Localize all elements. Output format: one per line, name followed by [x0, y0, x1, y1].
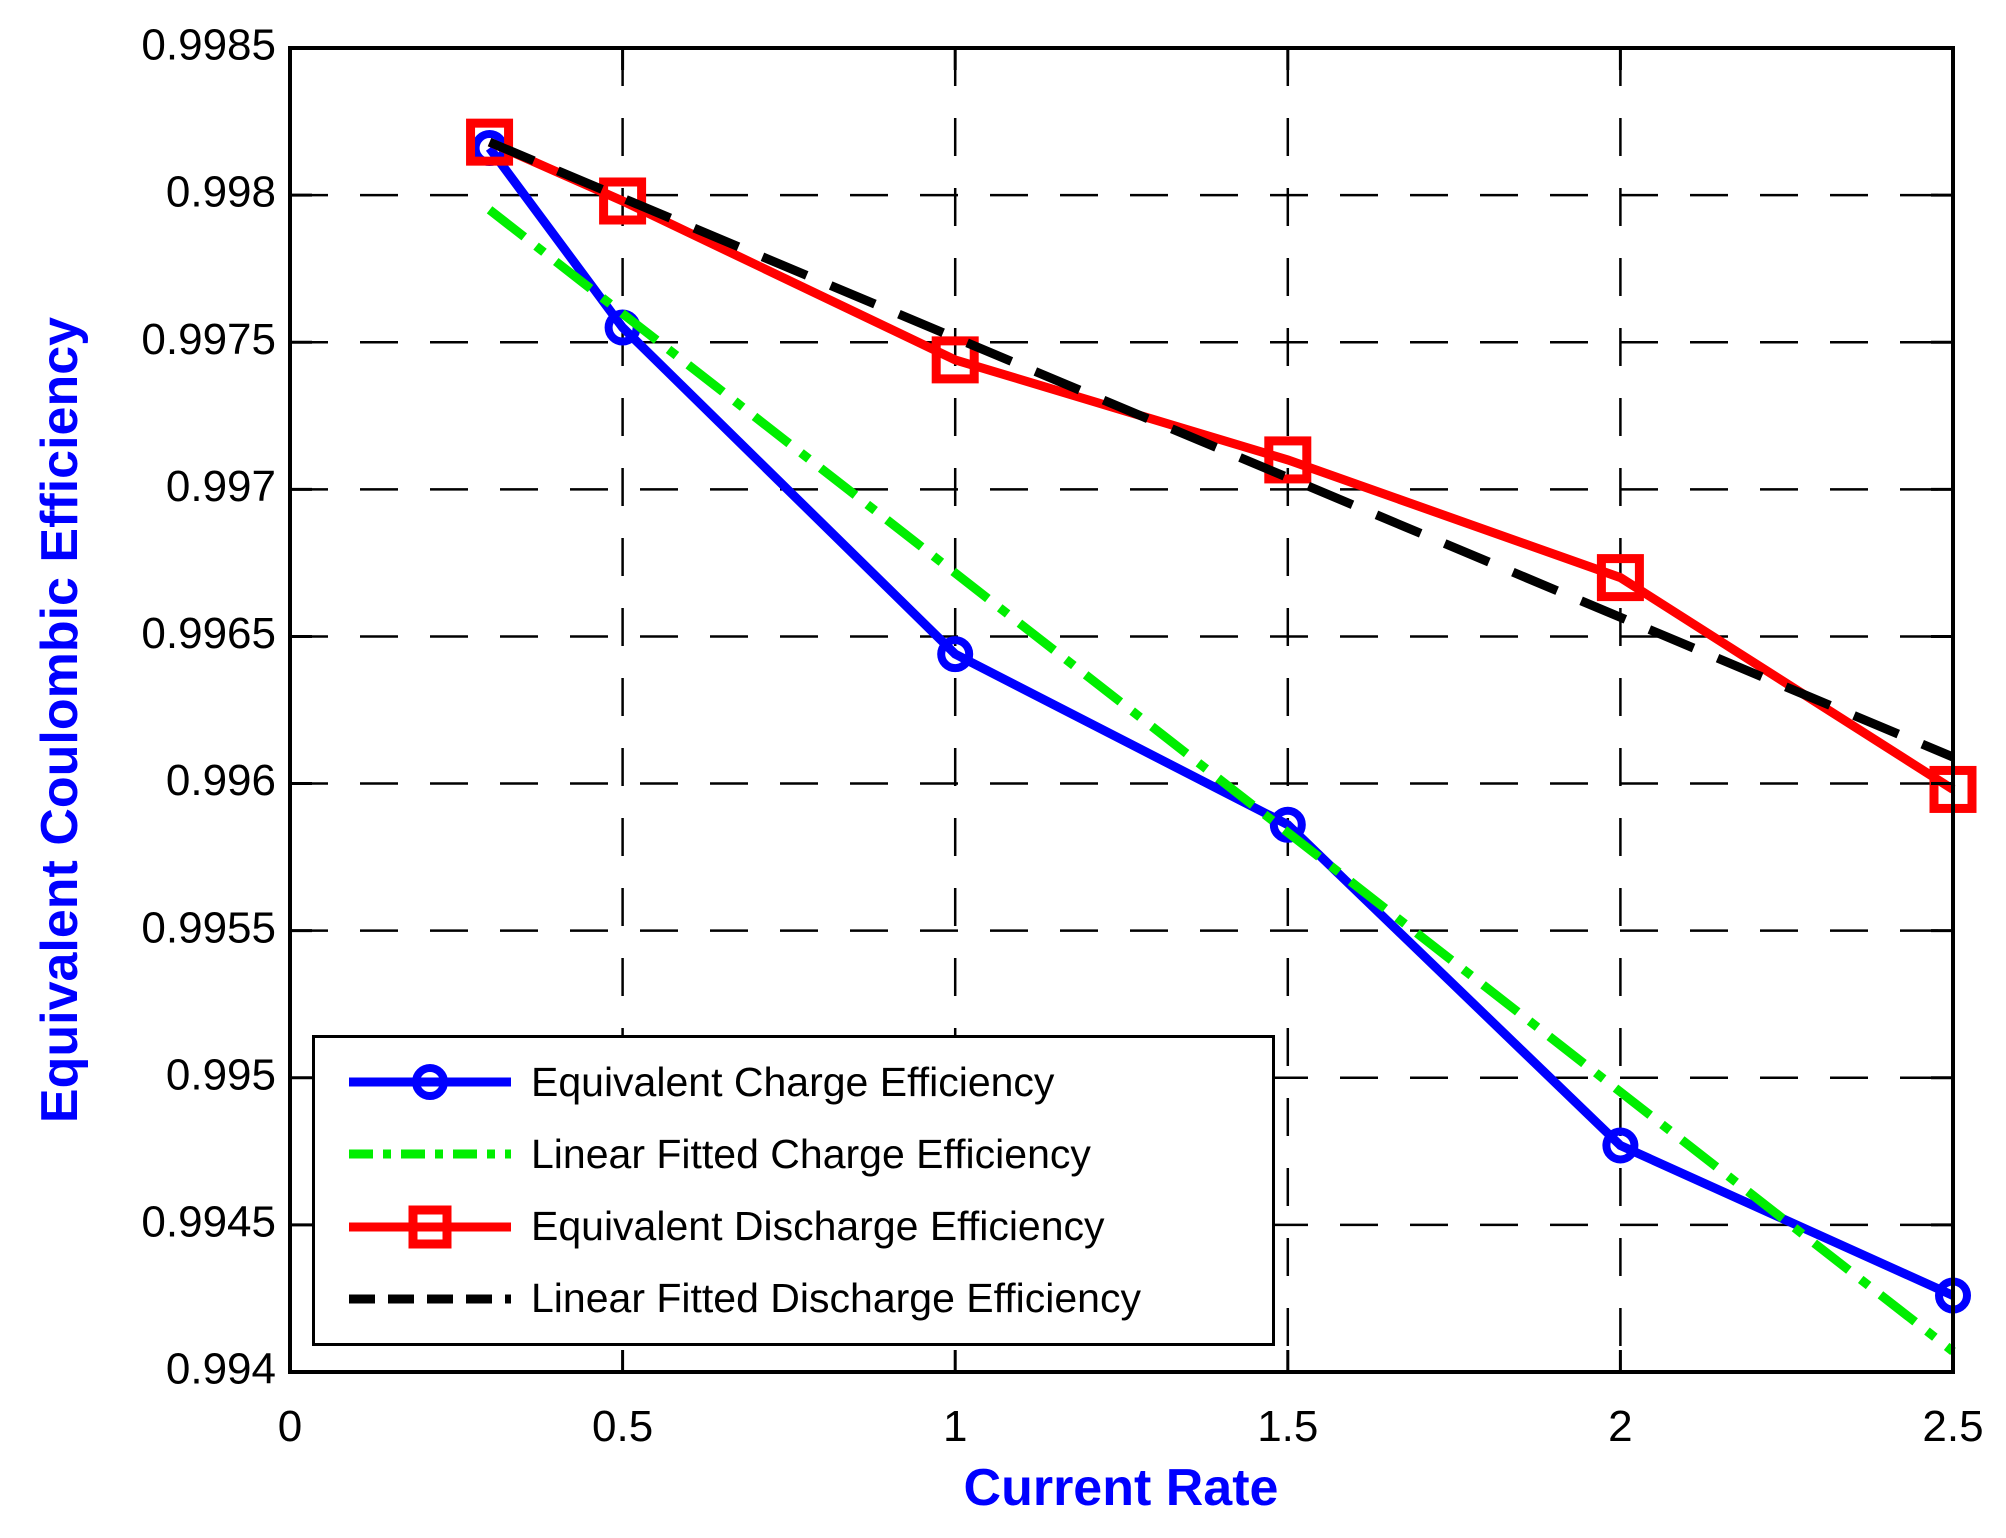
circle-marker — [1269, 806, 1306, 843]
square-marker — [931, 336, 979, 384]
legend-sample-line-circle-icon — [349, 1064, 511, 1101]
series-line-linear-fitted-discharge-efficiency — [487, 138, 1955, 762]
legend-item-linear-fitted-charge-efficiency: Linear Fitted Charge Efficiency — [315, 1122, 1272, 1186]
x-tick-label: 0 — [278, 1402, 302, 1451]
legend-item-equivalent-discharge-efficiency: Equivalent Discharge Efficiency — [315, 1195, 1272, 1259]
y-tick-label: 0.994 — [166, 1345, 276, 1394]
y-tick-label: 0.9945 — [141, 1198, 276, 1247]
legend-label: Equivalent Discharge Efficiency — [531, 1203, 1105, 1250]
legend-label: Equivalent Charge Efficiency — [531, 1058, 1055, 1105]
legend-sample-shape — [408, 1205, 452, 1249]
y-tick-label: 0.9965 — [141, 609, 276, 658]
x-tick-label: 2 — [1608, 1402, 1632, 1451]
legend-label: Linear Fitted Charge Efficiency — [531, 1130, 1091, 1177]
legend-sample-dashed-line-icon — [349, 1294, 511, 1304]
legend-sample-line-square-icon — [349, 1205, 511, 1249]
y-tick-label: 0.996 — [166, 756, 276, 805]
y-tick-label: 0.997 — [166, 462, 276, 511]
y-tick-label: 0.995 — [166, 1050, 276, 1099]
y-tick-label: 0.9975 — [141, 315, 276, 364]
square-marker — [599, 177, 647, 225]
axes-box — [288, 46, 1955, 1374]
legend-item-linear-fitted-discharge-efficiency: Linear Fitted Discharge Efficiency — [315, 1267, 1272, 1331]
circle-marker — [1602, 1127, 1639, 1164]
legend-item-equivalent-charge-efficiency: Equivalent Charge Efficiency — [315, 1050, 1272, 1114]
legend: Equivalent Charge Efficiency Linear Fitt… — [312, 1035, 1275, 1346]
legend-label: Linear Fitted Discharge Efficiency — [531, 1275, 1141, 1322]
x-tick-label: 1.5 — [1257, 1402, 1318, 1451]
x-axis-label: Current Rate — [963, 1459, 1279, 1517]
square-marker — [1264, 436, 1312, 484]
x-tick-label: 2.5 — [1922, 1402, 1983, 1451]
y-tick-label: 0.998 — [166, 168, 276, 217]
square-marker — [1596, 554, 1644, 602]
legend-sample-shape — [412, 1064, 448, 1101]
square-marker — [466, 118, 514, 166]
legend-sample-dashdot-line-icon — [349, 1149, 511, 1159]
y-tick-label: 0.9955 — [141, 903, 276, 952]
x-tick-label: 1 — [943, 1402, 967, 1451]
x-tick-label: 0.5 — [592, 1402, 653, 1451]
series-line-equivalent-charge-efficiency — [485, 145, 1955, 1300]
series-line-linear-fitted-charge-efficiency — [486, 206, 1956, 1355]
y-tick-label: 0.9985 — [141, 21, 276, 70]
y-axis-label: Equivalent Coulombic Efficiency — [31, 316, 89, 1124]
circle-marker — [937, 636, 974, 673]
